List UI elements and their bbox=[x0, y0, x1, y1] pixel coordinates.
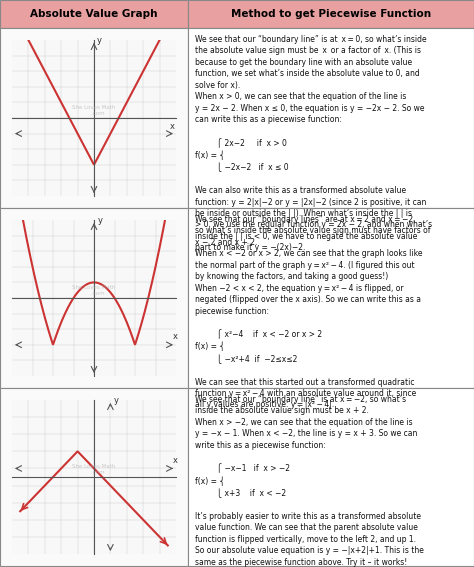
Text: Absolute Value Graph: Absolute Value Graph bbox=[30, 9, 158, 19]
Bar bbox=[188, 0, 474, 28]
Text: y: y bbox=[98, 216, 103, 225]
Bar bbox=[188, 208, 474, 388]
Text: x: x bbox=[170, 122, 175, 131]
Text: y: y bbox=[96, 36, 101, 45]
Text: x: x bbox=[173, 456, 178, 466]
Bar bbox=[0, 0, 188, 28]
Text: She Loves Math
    .com: She Loves Math .com bbox=[73, 464, 116, 475]
Text: Method to get Piecewise Function: Method to get Piecewise Function bbox=[231, 9, 431, 19]
Text: We see that our “boundary line” is at  x = 0, so what’s inside
the absolute valu: We see that our “boundary line” is at x … bbox=[195, 35, 432, 252]
Bar bbox=[188, 388, 474, 566]
Text: She Loves Math
    .com: She Loves Math .com bbox=[73, 285, 116, 295]
Bar bbox=[0, 28, 188, 208]
Text: She Loves Math
    .com: She Loves Math .com bbox=[73, 105, 116, 116]
Bar bbox=[0, 208, 188, 388]
Bar bbox=[0, 388, 188, 566]
Bar bbox=[188, 28, 474, 208]
Text: x: x bbox=[173, 332, 178, 341]
Text: We see that our “boundary lines” are at x = 2 and x = −2,
so what’s inside the a: We see that our “boundary lines” are at … bbox=[195, 215, 430, 409]
Text: y: y bbox=[114, 396, 118, 405]
Text: We see that our “boundary line” is at x = −2, so what’s
inside the absolute valu: We see that our “boundary line” is at x … bbox=[195, 395, 424, 566]
